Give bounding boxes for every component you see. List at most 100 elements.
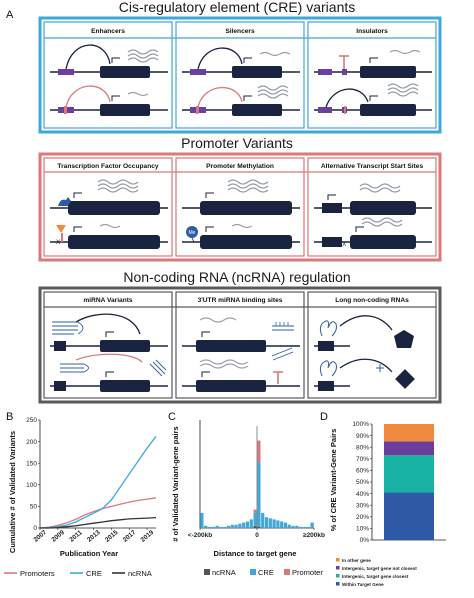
- legend-b: Promoters CRE ncRNA: [4, 569, 152, 578]
- chart-c-bar: [291, 525, 295, 528]
- lncrna-variant-mark: X: [324, 385, 329, 392]
- section-box-ncrna: [38, 286, 442, 404]
- chart-d-ytick-label: 80%: [356, 444, 369, 451]
- chart-c-bar: [302, 526, 307, 528]
- section-title-cre: Cis-regulatory element (CRE) variants: [119, 0, 356, 15]
- chart-c-bar: [200, 512, 204, 528]
- chart-b-xlabel: Publication Year: [60, 549, 118, 558]
- legend-d-label: Intergenic, target gene not closest: [342, 566, 417, 571]
- chart-b-xtick-label: 2013: [86, 529, 102, 544]
- chart-c-bar: [280, 521, 284, 528]
- col-header-methyl: Promoter Methylation: [206, 163, 274, 170]
- ncrna-schematics: X X: [50, 313, 415, 392]
- chart-c-bar: [310, 522, 314, 528]
- chart-d-ylabel: % of CRE Variant-Gene Pairs: [329, 429, 338, 532]
- chart-b-ytick-label: 0: [33, 525, 37, 532]
- chart-d-ytick-label: 70%: [356, 456, 369, 463]
- chart-d: 0% 10% 20% 30% 40% 50% 60% 70% 80% 90% 100%: [352, 421, 446, 544]
- legend-c-swatch: [284, 569, 290, 575]
- chart-c-xtick-label: ≥200kb: [303, 532, 325, 539]
- chart-c-bar: [287, 524, 291, 528]
- chart-d-ytick-label: 30%: [356, 502, 369, 509]
- legend-b-label: ncRNA: [128, 569, 152, 578]
- chart-c-bar: [223, 526, 227, 528]
- col-header-mirna: miRNA Variants: [83, 297, 133, 304]
- legend-d-label: Within Target Gene: [342, 582, 384, 587]
- chart-d-segment: [384, 441, 434, 456]
- chart-c-bar: [242, 522, 246, 528]
- chart-c-bar: [215, 525, 219, 528]
- legend-c: ncRNA CRE Promoter: [204, 568, 323, 577]
- chart-c: <-200kb 0 ≥200kb: [188, 420, 325, 539]
- col-header-utr: 3'UTR miRNA binding sites: [198, 297, 283, 304]
- chart-c-bar: [257, 440, 261, 463]
- chart-d-ytick-label: 100%: [352, 421, 369, 428]
- chart-b-ytick-label: 200: [26, 439, 37, 446]
- legend-c-label: CRE: [258, 568, 274, 577]
- chart-d-ytick-label: 40%: [356, 491, 369, 498]
- legend-c-swatch: [204, 569, 210, 575]
- chart-c-bar: [219, 526, 223, 528]
- chart-c-bar: [207, 526, 212, 528]
- col-header-silencers: Silencers: [225, 28, 255, 35]
- chart-b-ylabel: Cumulative # of Validated Variants: [8, 431, 17, 553]
- chart-d-segment: [384, 492, 434, 540]
- section-box-promoter: [38, 152, 442, 262]
- chart-c-bar: [253, 512, 257, 526]
- chart-c-bar: [264, 517, 269, 528]
- legend-d-label: Intergenic, target gene closest: [342, 574, 409, 579]
- legend-d-swatch: [336, 582, 340, 586]
- panel-d-label: D: [320, 411, 328, 423]
- section-title-promoter: Promoter Variants: [181, 135, 293, 151]
- chart-c-bar: [283, 522, 288, 528]
- panel-b-label: B: [6, 411, 13, 423]
- section-box-cre: [38, 16, 442, 134]
- chart-c-bar: [272, 519, 276, 528]
- methyl-label: Me: [189, 230, 196, 236]
- legend-d-swatch: [336, 558, 340, 562]
- chart-b-ytick-label: 250: [26, 417, 37, 424]
- chart-b-series-promoters: [39, 497, 157, 529]
- chart-c-bar: [261, 512, 265, 528]
- chart-c-xlabel: Distance to target gene: [214, 549, 297, 558]
- cre-schematics: [50, 44, 432, 116]
- chart-b-xtick-label: 2009: [50, 529, 66, 544]
- chart-d-segment: [384, 455, 434, 493]
- legend-b-label: CRE: [86, 569, 102, 578]
- chart-b-series-cre: [39, 436, 157, 529]
- chart-c-bar: [268, 518, 272, 528]
- legend-d-label: In other gene: [342, 558, 371, 563]
- legend-d-swatch: [336, 566, 340, 570]
- chart-c-bar: [257, 526, 261, 528]
- chart-b-xtick-label: 2011: [68, 529, 84, 544]
- chart-c-bar: [253, 509, 257, 513]
- col-header-insulators: Insulators: [356, 28, 388, 35]
- chart-b-xtick-label: 2019: [140, 529, 156, 544]
- chart-d-ytick-label: 60%: [356, 468, 369, 475]
- panel-c-label: C: [168, 411, 176, 423]
- diamond-icon: [395, 369, 415, 389]
- col-header-tss: Alternative Transcript Start Sites: [321, 163, 424, 170]
- chart-d-ytick-label: 50%: [356, 479, 369, 486]
- chart-c-ylabel: # of Validated Variant-gene pairs: [171, 426, 180, 541]
- chart-b-ytick-label: 50: [30, 504, 38, 511]
- legend-c-label: ncRNA: [212, 568, 236, 577]
- panel-a-label: A: [6, 9, 14, 21]
- chart-b-ytick-label: 100: [26, 482, 37, 489]
- chart-c-xtick-label: 0: [255, 532, 259, 539]
- chart-b-xtick-label: 2015: [104, 529, 120, 544]
- legend-c-swatch: [250, 569, 256, 575]
- chart-c-bar: [211, 526, 215, 528]
- chart-d-ytick-label: 0%: [360, 537, 370, 544]
- tss-variant-mark: X: [342, 241, 347, 248]
- chart-c-bar: [253, 525, 257, 528]
- chart-d-ytick-label: 20%: [356, 514, 369, 521]
- chart-c-bar: [249, 519, 253, 528]
- col-header-lncrna: Long non-coding RNAs: [335, 297, 409, 304]
- mirna-variant-mark: X: [58, 385, 63, 392]
- chart-d-ytick-label: 90%: [356, 433, 369, 440]
- chart-c-bar: [226, 525, 231, 528]
- col-header-enhancers: Enhancers: [91, 28, 125, 35]
- chart-c-bar: [234, 524, 238, 528]
